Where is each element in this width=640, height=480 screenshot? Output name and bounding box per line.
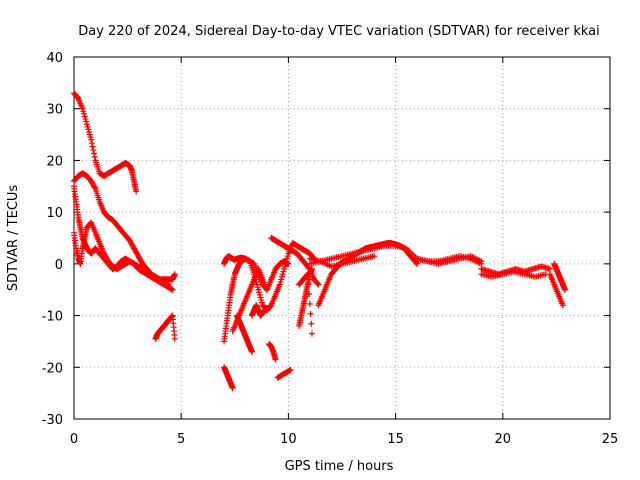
y-tick-label: 30 (46, 103, 63, 118)
data-point (287, 366, 294, 373)
series-arc-24 (551, 260, 568, 293)
data-point (303, 272, 310, 279)
x-tick-label: 15 (387, 432, 404, 447)
grid (74, 57, 610, 419)
data-point (91, 150, 98, 157)
x-tick-label: 0 (70, 432, 78, 447)
data-point (89, 143, 96, 150)
series-arc-20 (414, 253, 485, 267)
series-arc-13 (274, 366, 294, 381)
series-arc-7 (221, 240, 318, 314)
series-arc-10 (233, 312, 255, 355)
series-arc-19 (306, 253, 378, 270)
y-tick-label: 20 (46, 154, 63, 169)
data-point (88, 140, 95, 147)
series-arc-14 (268, 235, 322, 288)
x-tick-label: 25 (602, 432, 619, 447)
data-point (308, 320, 315, 327)
plot-frame (73, 56, 611, 420)
data-point (171, 271, 178, 278)
data-point (306, 300, 313, 307)
data-point (308, 266, 315, 273)
data-points (71, 90, 568, 391)
data-point (305, 281, 312, 288)
y-tick-label: 40 (46, 51, 63, 66)
data-point (478, 258, 485, 265)
x-tick-label: 5 (177, 432, 185, 447)
y-axis-label: SDTVAR / TECUs (6, 185, 21, 292)
data-point (229, 384, 236, 391)
series-arc-9 (221, 364, 236, 391)
y-tick-label: -10 (42, 310, 63, 325)
data-point (90, 147, 97, 154)
data-point (561, 286, 568, 293)
data-point (272, 356, 279, 363)
y-tick-label: -30 (42, 413, 63, 428)
y-tick-label: 10 (46, 206, 63, 221)
y-tick-label: -20 (42, 361, 63, 376)
x-axis-label: GPS time / hours (285, 459, 394, 474)
data-point (171, 335, 178, 342)
series-arc-22 (478, 268, 549, 280)
y-tick-label: 0 (55, 258, 63, 273)
x-tick-label: 20 (495, 432, 512, 447)
series-arc-12 (266, 341, 279, 363)
data-point (306, 291, 313, 298)
chart-title: Day 220 of 2024, Sidereal Day-to-day VTE… (78, 24, 600, 39)
series-arc-8 (229, 266, 270, 335)
series-arc-11 (248, 302, 270, 319)
data-point (263, 286, 270, 293)
data-point (559, 302, 566, 309)
x-tick-label: 10 (280, 432, 297, 447)
data-point (307, 310, 314, 317)
series-arc-23 (546, 271, 566, 309)
series-arc-16 (296, 271, 315, 337)
data-point (308, 330, 315, 337)
data-point (314, 280, 321, 287)
data-point (91, 153, 98, 160)
data-point (315, 281, 322, 288)
data-point (413, 259, 420, 266)
data-point (304, 271, 311, 278)
series-arc-5 (152, 312, 178, 342)
data-point (414, 260, 421, 267)
data-point (371, 253, 378, 260)
data-point (91, 184, 98, 191)
data-point (546, 266, 553, 273)
axis-ticks: 0 5 10 15 20 25 -30 -20 -10 0 10 20 30 40 (42, 51, 619, 447)
series-arc-1 (71, 90, 140, 195)
series-arc-4 (71, 219, 176, 293)
data-point (169, 286, 176, 293)
data-point (248, 348, 255, 355)
data-point (88, 136, 95, 143)
data-point (263, 304, 270, 311)
data-point (133, 188, 140, 195)
